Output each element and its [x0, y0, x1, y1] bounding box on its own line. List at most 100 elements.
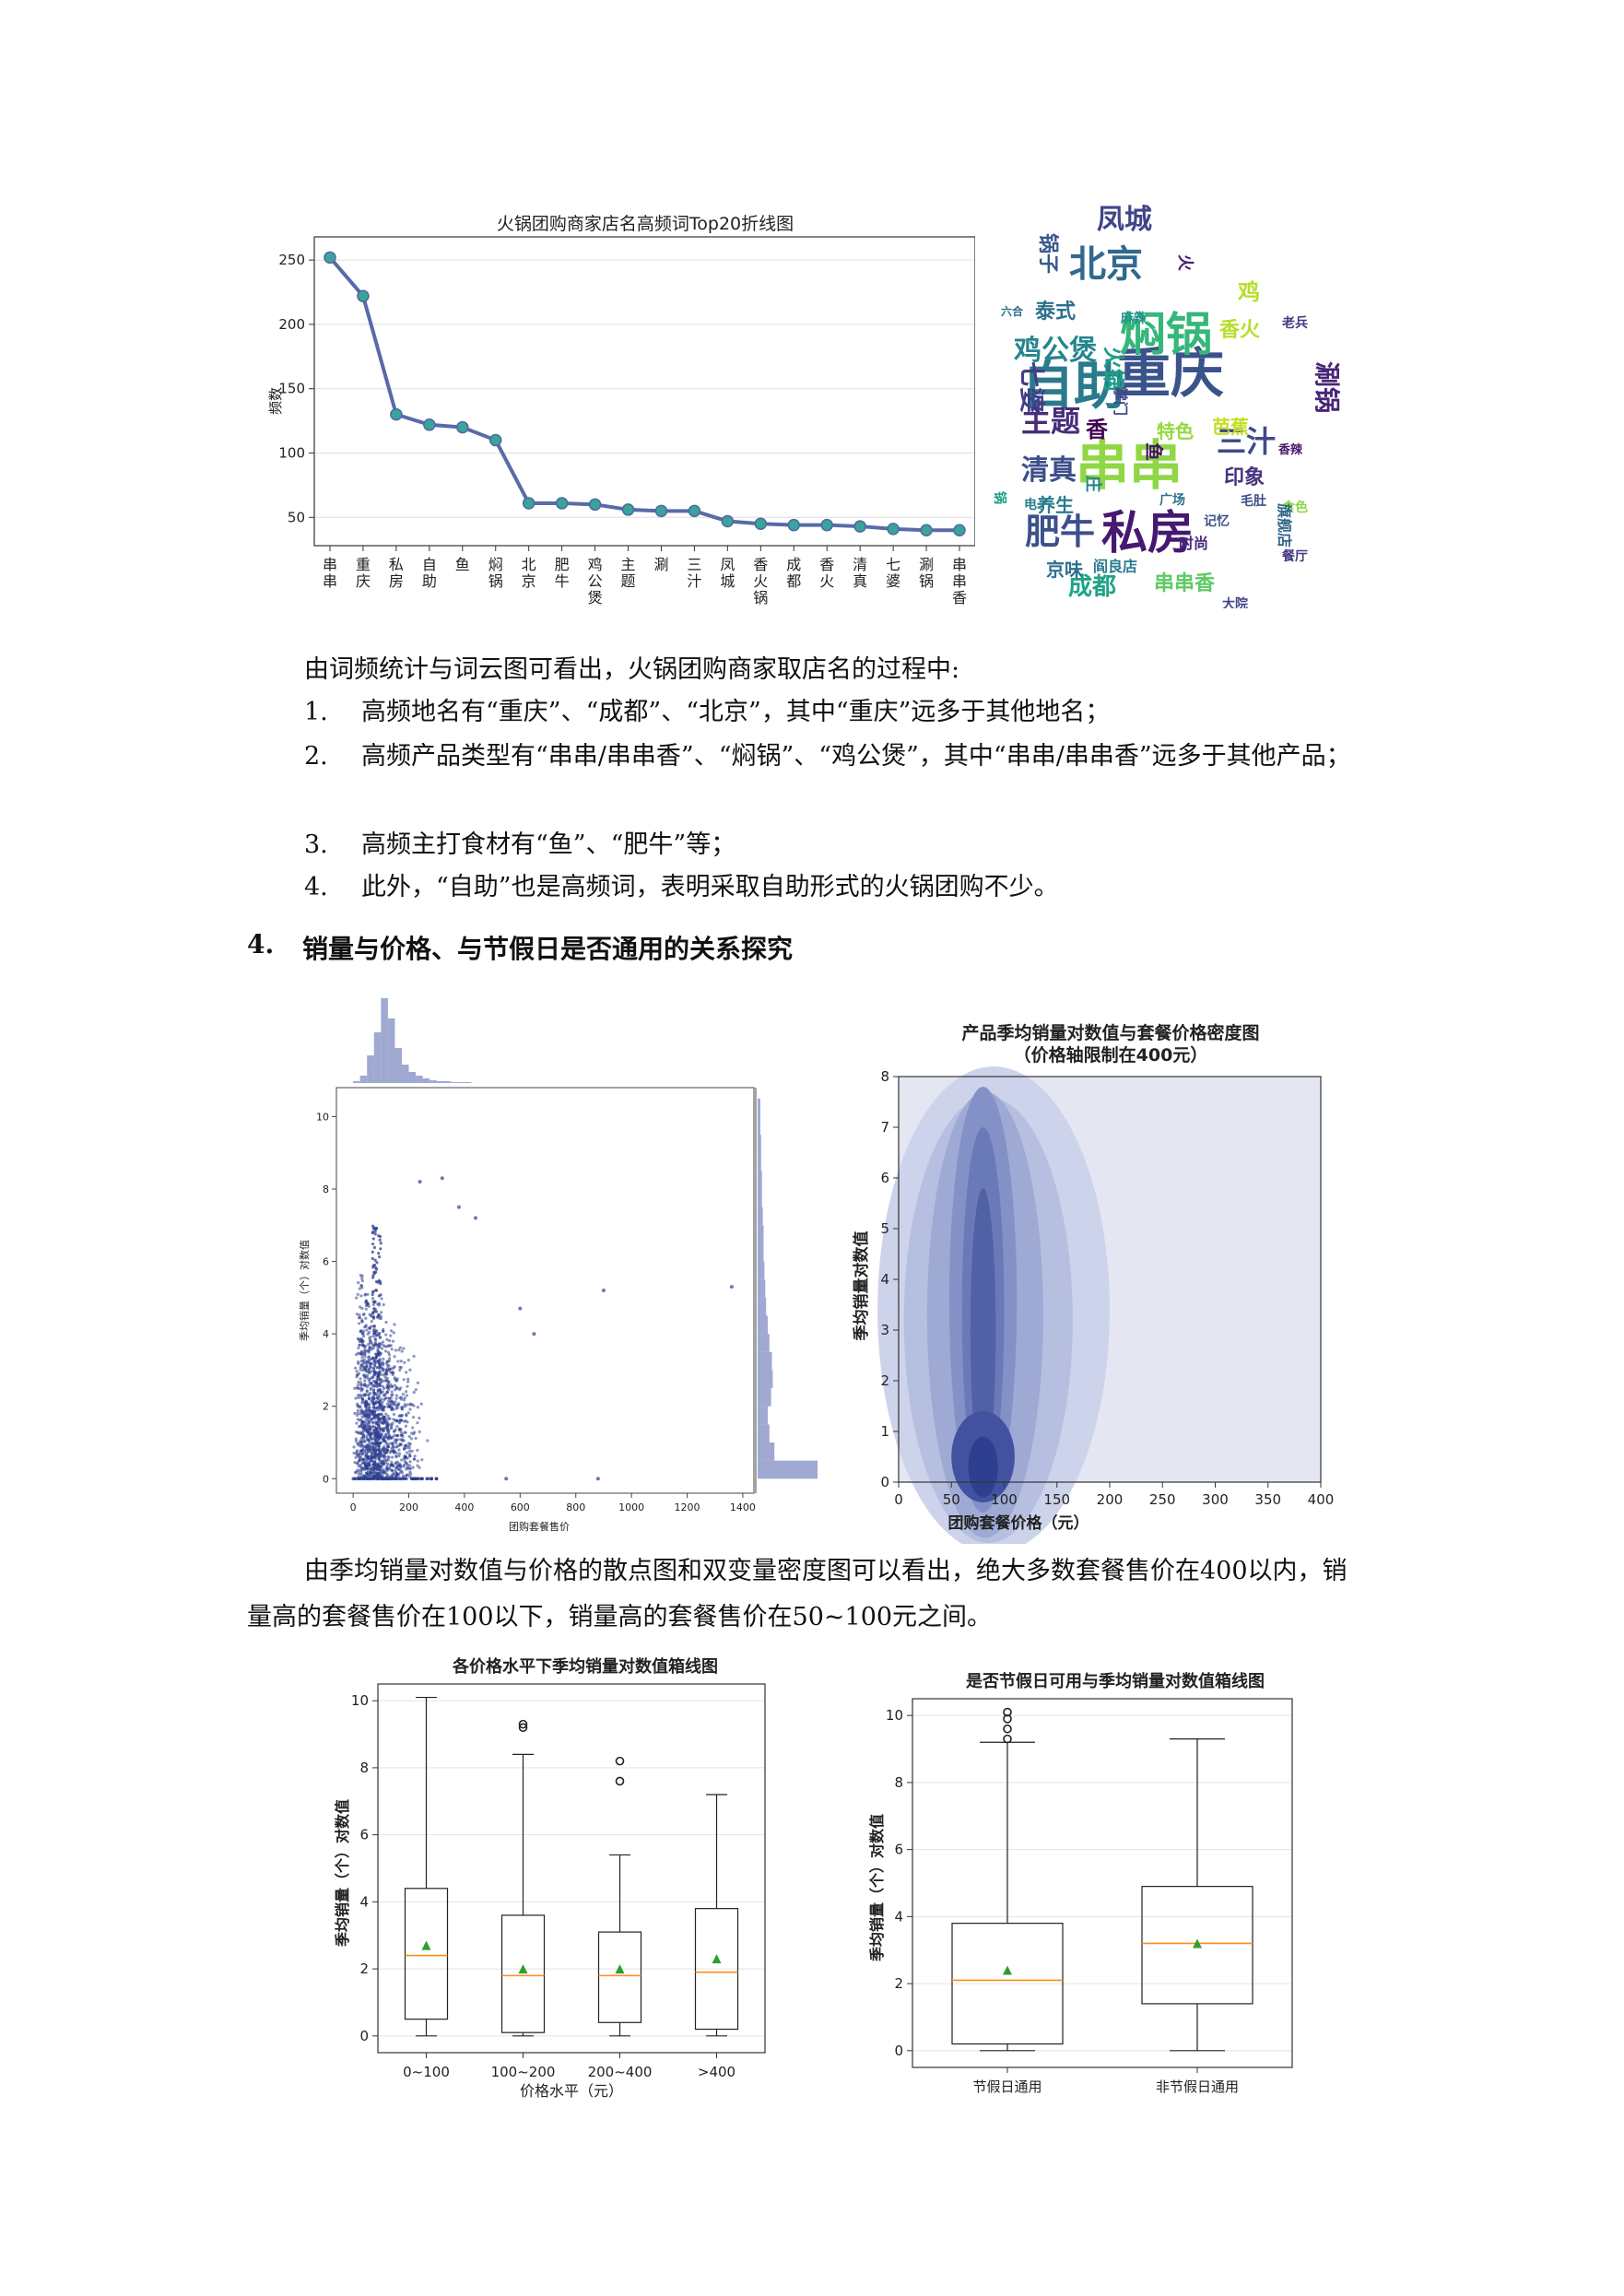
scatter-point: [359, 1368, 362, 1372]
scatter-point: [372, 1391, 376, 1395]
scatter-point: [418, 1180, 422, 1184]
scatter-xhist-bar: [408, 1072, 417, 1083]
bh-ytick-label: 8: [894, 1774, 903, 1791]
scatter-point: [398, 1452, 402, 1455]
scatter-point: [368, 1441, 371, 1445]
scatter-yhist-bar: [758, 1189, 762, 1207]
scatter-point: [411, 1426, 415, 1430]
scatter-point: [412, 1457, 417, 1461]
scatter-point: [419, 1402, 423, 1406]
line-chart-xtick-label: 涮锅: [919, 556, 934, 590]
word-cloud-word: 芭蕉: [1212, 416, 1249, 438]
scatter-point: [408, 1464, 412, 1467]
scatter-point: [368, 1326, 371, 1331]
scatter-point: [386, 1442, 390, 1446]
word-cloud-word: 私房: [1101, 506, 1194, 559]
scatter-point: [379, 1383, 382, 1387]
scatter-point: [376, 1401, 380, 1405]
bh-mean: [1003, 1965, 1012, 1975]
scatter-point: [406, 1466, 409, 1469]
scatter-point: [411, 1466, 415, 1469]
box-holiday-title: 是否节假日可用与季均销量对数值箱线图: [965, 1671, 1265, 1691]
scatter-point: [378, 1255, 382, 1259]
scatter-point: [372, 1245, 377, 1250]
finding-item-4: 4. 此外，“自助”也是高频词，表明采取自助形式的火锅团购不少。: [304, 873, 1059, 901]
bh-ytick-label: 6: [894, 1842, 903, 1858]
scatter-point: [357, 1425, 361, 1429]
scatter-point: [403, 1460, 406, 1464]
scatter-point: [372, 1329, 376, 1333]
scatter-point: [381, 1340, 385, 1344]
scatter-xhist-bar: [359, 1076, 368, 1083]
line-chart-point: [588, 498, 602, 512]
scatter-yhist-bar: [758, 1424, 770, 1442]
scatter-point: [388, 1403, 392, 1407]
scatter-xtick-label: 1000: [618, 1501, 644, 1513]
word-cloud-word: 老兵: [1282, 315, 1308, 331]
scatter-point: [381, 1390, 384, 1394]
scatter-point: [365, 1477, 369, 1481]
scatter-point: [403, 1396, 406, 1400]
scatter-point: [384, 1418, 388, 1421]
scatter-point: [356, 1477, 360, 1481]
scatter-point: [377, 1303, 381, 1307]
finding-item-2: 2. 高频产品类型有“串串/串串香”、“焖锅”、“鸡公煲”，其中“串串/串串香”…: [304, 742, 1351, 771]
scatter-point: [391, 1339, 395, 1343]
scatter-point: [360, 1401, 364, 1405]
scatter-point: [369, 1362, 372, 1366]
scatter-point: [357, 1346, 360, 1350]
scatter-point: [357, 1472, 360, 1476]
scatter-point: [352, 1445, 356, 1449]
scatter-point: [388, 1451, 392, 1454]
scatter-point: [378, 1399, 382, 1403]
scatter-point: [355, 1421, 359, 1425]
scatter-point: [382, 1302, 385, 1307]
scatter-point: [371, 1335, 375, 1338]
scatter-point: [387, 1368, 391, 1372]
scatter-point: [357, 1361, 360, 1365]
scatter-point: [356, 1431, 360, 1434]
scatter-yhist-bar: [758, 1406, 768, 1425]
scatter-point: [374, 1371, 378, 1374]
scatter-point: [368, 1380, 371, 1383]
scatter-yhist-bar: [758, 1152, 761, 1172]
word-cloud-word: 串串: [1076, 434, 1183, 497]
scatter-point: [400, 1405, 404, 1409]
density-contour: [968, 1436, 998, 1498]
scatter-point: [382, 1448, 385, 1453]
line-chart-point: [721, 514, 735, 528]
scatter-point: [376, 1415, 380, 1419]
scatter-point: [375, 1448, 380, 1452]
scatter-point: [389, 1329, 394, 1333]
scatter-xhist-bar: [401, 1065, 409, 1083]
scatter-point: [382, 1477, 386, 1481]
scatter-point: [397, 1348, 401, 1352]
scatter-point: [367, 1425, 371, 1429]
scatter-point: [365, 1400, 369, 1404]
scatter-point: [404, 1405, 407, 1408]
scatter-point: [394, 1428, 397, 1431]
word-cloud-word: 成都: [1068, 573, 1116, 601]
scatter-point: [397, 1428, 401, 1431]
scatter-point: [397, 1414, 401, 1418]
scatter-point: [387, 1357, 392, 1360]
scatter-point: [375, 1227, 379, 1230]
scatter-point: [363, 1393, 367, 1396]
scatter-point: [382, 1444, 386, 1449]
scatter-point: [357, 1395, 360, 1400]
scatter-point: [378, 1465, 382, 1468]
scatter-point: [403, 1360, 406, 1364]
scatter-point: [394, 1468, 397, 1472]
scatter-point: [384, 1333, 388, 1336]
scatter-point: [359, 1389, 363, 1393]
scatter-point: [373, 1474, 377, 1478]
scatter-point: [362, 1467, 367, 1472]
scatter-point: [370, 1437, 373, 1441]
scatter-xtick-label: 600: [511, 1501, 530, 1513]
bp-box: [404, 1888, 449, 2020]
scatter-point: [364, 1418, 368, 1421]
line-chart-point: [953, 524, 966, 536]
scatter-xhist-bar: [422, 1078, 430, 1083]
scatter-point: [375, 1477, 379, 1481]
bp-xtick-label: 200~400: [588, 2064, 653, 2080]
